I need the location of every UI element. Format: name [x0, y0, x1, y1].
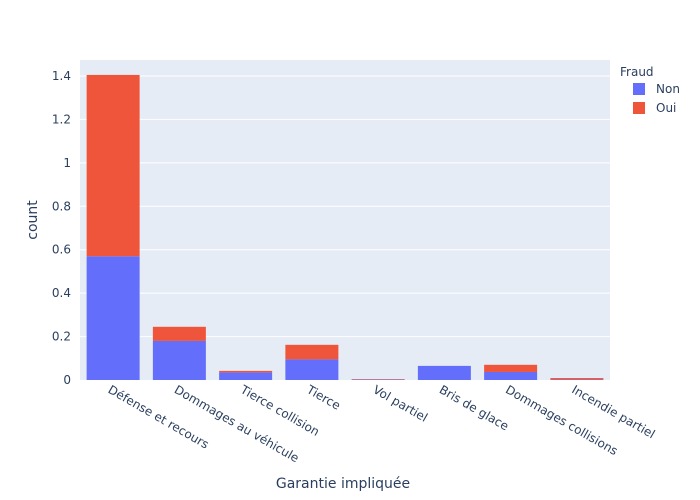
y-tick-label: 1: [63, 156, 71, 170]
y-tick-label: 0.2: [52, 330, 71, 344]
bar-oui[interactable]: [285, 344, 339, 360]
legend-title: Fraud: [620, 65, 654, 79]
bar-non[interactable]: [417, 365, 471, 380]
y-tick-label: 0: [63, 373, 71, 387]
x-tick-label: Dommages collisions: [503, 382, 620, 458]
bar-non[interactable]: [219, 372, 273, 380]
bar-oui[interactable]: [152, 326, 206, 341]
bar-oui[interactable]: [550, 378, 604, 380]
y-axis-title: count: [25, 200, 41, 240]
y-tick-label: 0.6: [52, 243, 71, 257]
bar-oui[interactable]: [86, 74, 140, 257]
y-tick-label: 1.2: [52, 112, 71, 126]
legend-label-oui[interactable]: Oui: [656, 101, 676, 115]
bar-non[interactable]: [285, 359, 339, 380]
x-axis-title: Garantie impliquée: [276, 476, 410, 492]
bar-non[interactable]: [86, 256, 140, 380]
x-tick-label: Dommages au véhicule: [172, 382, 302, 465]
y-tick-label: 0.8: [52, 199, 71, 213]
legend-label-non[interactable]: Non: [656, 82, 680, 96]
y-tick-label: 1.4: [52, 69, 71, 83]
y-axis-ticks: 0 0.2 0.4 0.6 0.8 1 1.2 1.4: [52, 69, 71, 387]
x-tick-label: Bris de glace: [437, 382, 511, 433]
legend: Fraud Non Oui: [620, 65, 680, 115]
y-tick-label: 0.4: [52, 286, 71, 300]
legend-swatch-oui[interactable]: [633, 102, 645, 114]
plot-area: [80, 60, 610, 380]
bar-oui[interactable]: [219, 370, 273, 373]
bar-non[interactable]: [484, 371, 538, 380]
bar-oui[interactable]: [484, 364, 538, 372]
x-tick-label: Vol partiel: [371, 382, 430, 424]
x-tick-label: Tierce: [304, 382, 343, 413]
bars: [86, 74, 604, 380]
legend-swatch-non[interactable]: [633, 83, 645, 95]
bar-non[interactable]: [152, 340, 206, 380]
